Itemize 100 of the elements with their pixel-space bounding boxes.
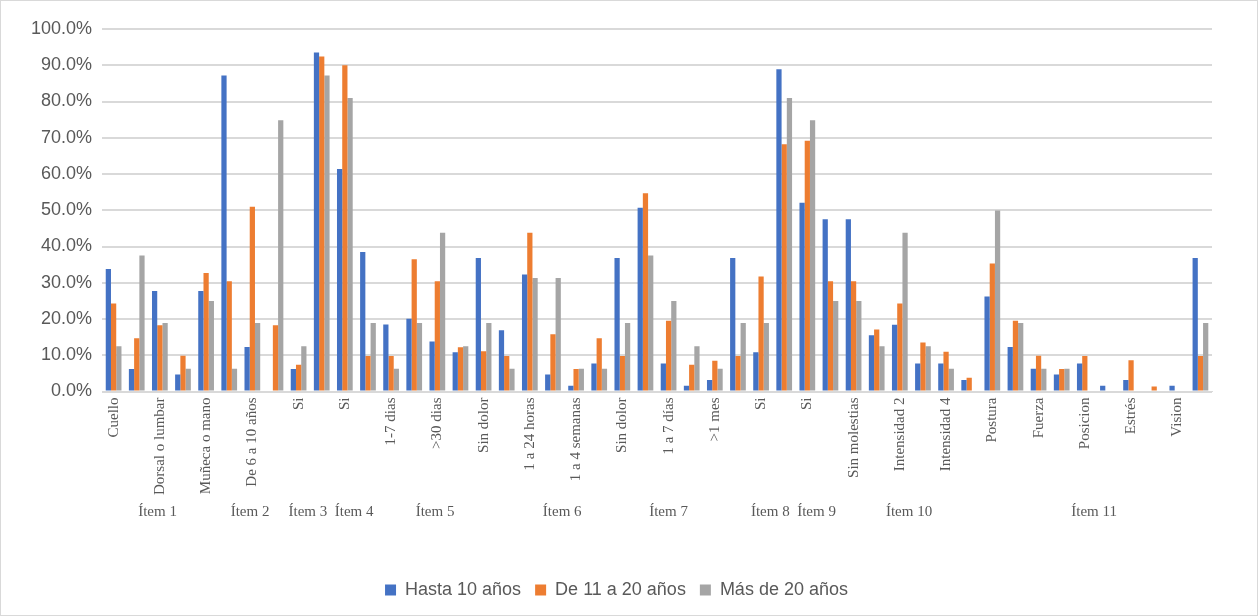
x-tick-label: >30 dias: [428, 397, 445, 449]
bar: [486, 323, 492, 391]
legend-label: Más de 20 años: [719, 578, 848, 599]
bar: [254, 323, 261, 391]
bar: [856, 300, 862, 391]
x-tick-label: Estrés: [1122, 397, 1138, 435]
bar: [411, 259, 417, 391]
x-tick-label: 1 a 7 días: [659, 397, 676, 455]
bar: [804, 140, 810, 391]
y-tick-label: 10.0%: [41, 344, 93, 365]
text: Ítem 2: [230, 503, 270, 520]
text: Ítem 7: [649, 503, 689, 520]
bar: [162, 323, 168, 391]
bar: [532, 278, 538, 391]
bar: [568, 385, 574, 391]
bar: [1053, 374, 1060, 391]
bar: [198, 291, 204, 391]
text: Ítem 8: [750, 503, 790, 520]
bar: [961, 379, 967, 391]
x-tick-label: Posicion: [1075, 397, 1092, 450]
bar: [781, 144, 787, 391]
bar: [925, 346, 931, 391]
x-tick-label: 1 a 4 semanas: [567, 397, 584, 482]
bar: [295, 364, 302, 391]
y-tick-label: 20.0%: [41, 307, 93, 328]
bar: [388, 356, 394, 391]
bar: [383, 324, 389, 391]
x-tick-label: Sin dolor: [474, 397, 491, 453]
bar: [416, 323, 423, 391]
bar: [1197, 356, 1204, 391]
bar: [827, 281, 834, 391]
bar: [475, 258, 481, 391]
bar: [833, 300, 839, 391]
bar: [1035, 355, 1042, 391]
bar: [1041, 368, 1047, 391]
x-tick-label: Fuerza: [1029, 397, 1046, 439]
bar: [868, 335, 875, 391]
bar: [989, 263, 995, 391]
bar: [706, 379, 713, 391]
x-tick-label: Si: [289, 397, 306, 411]
text: Ítem 6: [542, 503, 583, 520]
bar: [365, 356, 371, 391]
bar: [203, 272, 209, 391]
bar: [521, 274, 528, 391]
bar: [948, 368, 954, 391]
bar: [244, 346, 250, 391]
bar: [1030, 368, 1036, 391]
x-tick-label: Si: [752, 397, 769, 411]
x-tick-label: >1 mes: [705, 397, 722, 442]
bar: [336, 168, 343, 391]
x-tick-label: Si: [798, 397, 815, 411]
bar: [370, 323, 376, 391]
bar: [301, 346, 307, 391]
bar: [504, 356, 510, 391]
y-tick-label: 70.0%: [41, 126, 93, 147]
bar: [545, 374, 551, 391]
bar: [683, 385, 690, 391]
bar: [185, 368, 191, 391]
bar: [591, 363, 597, 391]
x-tick-label: Si: [335, 397, 352, 411]
text: Ítem 9: [797, 503, 836, 520]
bar: [753, 352, 759, 391]
bar: [614, 258, 620, 391]
bar: [920, 342, 926, 391]
bar: [850, 281, 857, 391]
bar: [735, 356, 741, 391]
bar: [272, 325, 279, 391]
bar: [110, 303, 117, 391]
bar: [498, 330, 505, 391]
bar: [152, 291, 158, 391]
legend-label: De 11 a 20 años: [555, 578, 686, 599]
bar: [619, 356, 625, 391]
bar: [763, 323, 769, 391]
bar: [175, 374, 181, 391]
bar: [180, 355, 186, 391]
bar: [601, 368, 608, 391]
bar: [984, 296, 990, 391]
bar: [116, 346, 122, 391]
bar: [902, 232, 908, 391]
x-tick-label: De 6 a 10 años: [243, 397, 260, 487]
bar: [966, 377, 972, 391]
bar: [1169, 385, 1175, 391]
bar: [1018, 323, 1024, 391]
bar: [480, 351, 487, 391]
bar: [319, 56, 325, 391]
bar: [457, 347, 464, 391]
bar: [694, 346, 700, 391]
x-tick-label: 1 a 24 horas: [520, 397, 537, 471]
x-tick-label: Sin dolor: [613, 397, 630, 453]
bar: [758, 276, 764, 391]
x-tick-label: Cuello: [104, 397, 121, 438]
bar: [249, 206, 255, 391]
bar: [671, 300, 677, 391]
bar: [845, 219, 851, 391]
bar: [1128, 360, 1134, 391]
bar: [313, 52, 320, 391]
bar: [550, 334, 556, 391]
bar: [439, 232, 446, 391]
bar: [434, 281, 440, 391]
y-tick-label: 50.0%: [41, 199, 93, 220]
